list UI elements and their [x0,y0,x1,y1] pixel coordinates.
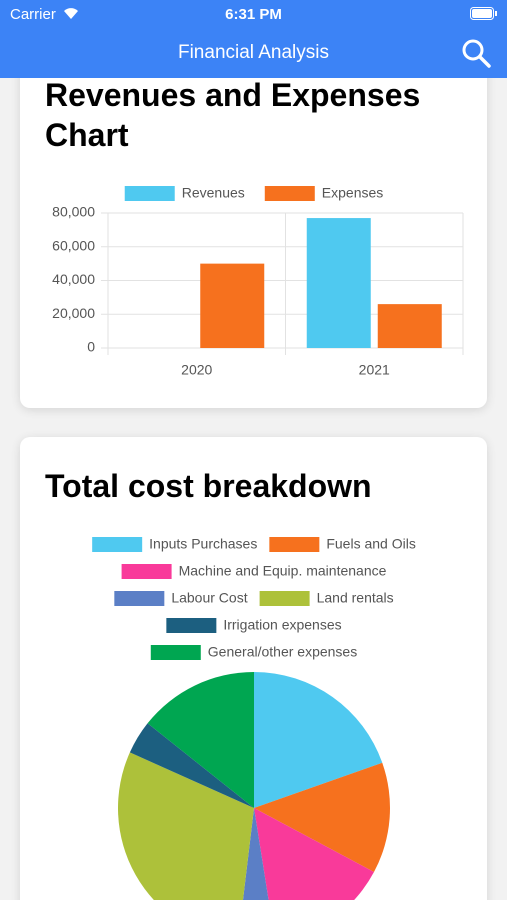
pie-slice [254,762,390,873]
y-tick-label: 20,000 [52,305,95,321]
legend-label: General/other expenses [208,644,357,660]
legend-swatch [269,537,320,552]
legend-swatch [166,618,217,633]
legend-swatch [150,645,201,660]
carrier: Carrier [10,6,56,23]
legend-swatch [92,537,143,552]
legend-label: Fuels and Oils [326,536,415,552]
legend-label: Inputs Purchases [149,536,257,552]
bar-card [20,60,487,408]
legend-label: Land rentals [317,590,394,606]
pie-slice [129,723,254,808]
bar [306,218,371,348]
legend-label: Irrigation expenses [223,617,341,633]
legend-swatch [259,591,310,606]
y-tick-label: 80,000 [52,204,95,220]
pie-slice [118,752,254,900]
y-tick-label: 40,000 [52,271,95,287]
card-title: Revenues and Expenses Chart [45,77,421,153]
top-bar: Carrier 6:31 PM Financial Analysis [0,0,507,78]
legend-swatch [124,186,175,201]
legend-label: Revenues [182,185,245,201]
nav-title: Financial Analysis [177,42,330,63]
y-tick-label: 60,000 [52,237,95,253]
x-tick-label: 2021 [359,362,390,378]
legend-swatch [121,564,172,579]
pie-slice [147,672,254,808]
legend-swatch [114,591,165,606]
wifi-icon [64,8,78,19]
bar [200,263,265,348]
y-tick-label: 0 [87,339,95,355]
x-tick-label: 2020 [181,362,212,378]
pie-slice [254,808,374,900]
battery-icon [470,7,497,20]
pie-slice [254,672,383,808]
bar [377,304,442,348]
clock: 6:31 PM [225,6,282,23]
pie-slice [242,808,269,900]
legend-label: Machine and Equip. maintenance [179,563,387,579]
card-title: Total cost breakdown [45,468,372,504]
search-button[interactable] [460,37,492,69]
legend-label: Expenses [322,185,383,201]
legend-label: Labour Cost [171,590,247,606]
legend-swatch [264,186,315,201]
